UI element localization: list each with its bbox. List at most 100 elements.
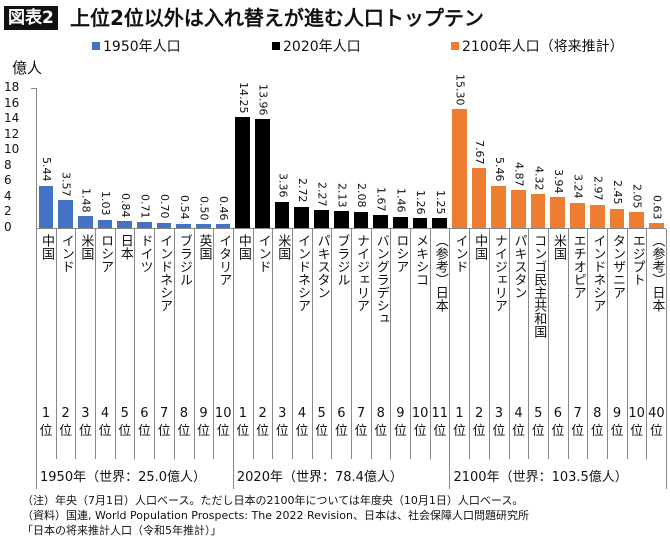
- rank-number: 4: [100, 406, 110, 421]
- rank-suffix: 位: [177, 424, 191, 439]
- category-divider: [547, 229, 549, 459]
- rank-number: 40: [648, 406, 665, 421]
- bar: [38, 185, 54, 228]
- rank-number: 9: [612, 406, 622, 421]
- rank-suffix: 位: [531, 424, 545, 439]
- rank-number: 8: [376, 406, 385, 421]
- data-label: 7.67: [473, 139, 487, 165]
- data-label: 0.70: [158, 194, 172, 219]
- rank-suffix: 位: [137, 424, 151, 439]
- category-divider: [55, 229, 57, 459]
- category-divider: [331, 229, 333, 459]
- x-axis-line: [36, 228, 667, 229]
- bar: [235, 117, 251, 228]
- figure-badge: 図表2: [4, 6, 58, 30]
- bar: [392, 216, 408, 228]
- bar: [609, 208, 625, 228]
- legend-label: 2020年人口: [283, 39, 361, 55]
- category-divider: [587, 229, 589, 459]
- bar: [570, 202, 585, 228]
- rank-suffix: 位: [59, 424, 73, 439]
- category-divider: [272, 229, 274, 459]
- group-divider: [232, 229, 234, 489]
- data-label: 2.08: [355, 183, 369, 208]
- category-label: バングラデシュ: [373, 234, 389, 325]
- category-divider: [75, 229, 77, 459]
- category-divider: [193, 229, 195, 459]
- data-label: 0.54: [177, 195, 191, 220]
- group-divider: [36, 229, 37, 489]
- bar: [294, 206, 310, 228]
- bar: [432, 218, 447, 228]
- note-3: 「日本の将来推計人口（令和5年推計）」: [22, 524, 222, 537]
- rank-suffix: 位: [433, 424, 447, 439]
- data-label: 14.25: [236, 81, 250, 114]
- rank-number: 2: [258, 406, 267, 421]
- category-divider: [351, 229, 353, 459]
- category-divider: [114, 229, 116, 459]
- legend-item-0: 1950年人口: [92, 36, 181, 56]
- bar: [314, 210, 329, 228]
- category-divider: [626, 229, 628, 459]
- category-label: コンゴ民主共和国: [531, 234, 547, 338]
- category-label: エジプト: [629, 234, 645, 286]
- y-tick-label: 8: [4, 157, 12, 172]
- bar: [58, 200, 73, 228]
- category-label: 中国: [235, 234, 251, 260]
- bar: [136, 222, 152, 228]
- rank-suffix: 位: [275, 424, 289, 439]
- y-tick-label: 14: [4, 111, 20, 126]
- category-divider: [390, 229, 392, 459]
- category-label: インド: [255, 234, 271, 273]
- rank-number: 3: [494, 406, 503, 421]
- rank-suffix: 位: [452, 424, 466, 439]
- data-label: 0.50: [197, 195, 211, 221]
- rank-number: 5: [317, 406, 326, 421]
- category-label: インドネシア: [590, 234, 606, 312]
- category-divider: [607, 229, 608, 459]
- rank-number: 5: [534, 406, 543, 421]
- y-axis-cap: [31, 88, 36, 89]
- rank-number: 8: [593, 406, 602, 421]
- data-label: 2.05: [630, 183, 644, 209]
- rank-number: 7: [573, 406, 582, 421]
- y-axis-label: 億人: [12, 59, 43, 77]
- rank-number: 10: [628, 406, 645, 421]
- category-divider: [488, 229, 490, 459]
- rank-number: 4: [297, 406, 307, 421]
- y-tick-label: 2: [4, 204, 12, 219]
- category-label: 日本: [117, 234, 133, 260]
- bar: [77, 216, 93, 228]
- category-label: （参考）日本: [432, 234, 448, 312]
- rank-suffix: 位: [197, 424, 211, 439]
- legend-swatch: [92, 42, 100, 50]
- y-tick-label: 12: [4, 126, 20, 141]
- rank-number: 3: [278, 406, 287, 421]
- y-tick-label: 16: [4, 95, 20, 110]
- rank-number: 10: [411, 406, 429, 421]
- rank-suffix: 位: [472, 424, 486, 439]
- bar: [451, 109, 467, 228]
- bar: [353, 211, 369, 228]
- data-label: 2.97: [591, 176, 605, 201]
- legend-swatch: [451, 42, 459, 50]
- category-divider: [469, 229, 471, 459]
- legend-label: 1950年人口: [103, 39, 181, 55]
- rank-number: 2: [61, 406, 70, 421]
- data-label: 3.94: [551, 168, 565, 194]
- rank-suffix: 位: [571, 424, 585, 439]
- category-divider: [567, 229, 569, 459]
- data-label: 15.30: [453, 73, 467, 106]
- rank-suffix: 位: [157, 424, 171, 439]
- note-2: （資料）国連, World Population Prospects: The …: [22, 509, 529, 522]
- category-label: ナイジェリア: [354, 234, 370, 312]
- category-divider: [291, 229, 293, 459]
- data-label: 1.03: [99, 191, 113, 216]
- data-label: 0.46: [217, 195, 231, 221]
- rank-number: 7: [159, 406, 169, 421]
- rank-suffix: 位: [551, 424, 565, 439]
- bar: [471, 168, 487, 228]
- bar: [491, 185, 507, 228]
- rank-number: 9: [396, 406, 405, 421]
- category-label: 米国: [550, 234, 566, 260]
